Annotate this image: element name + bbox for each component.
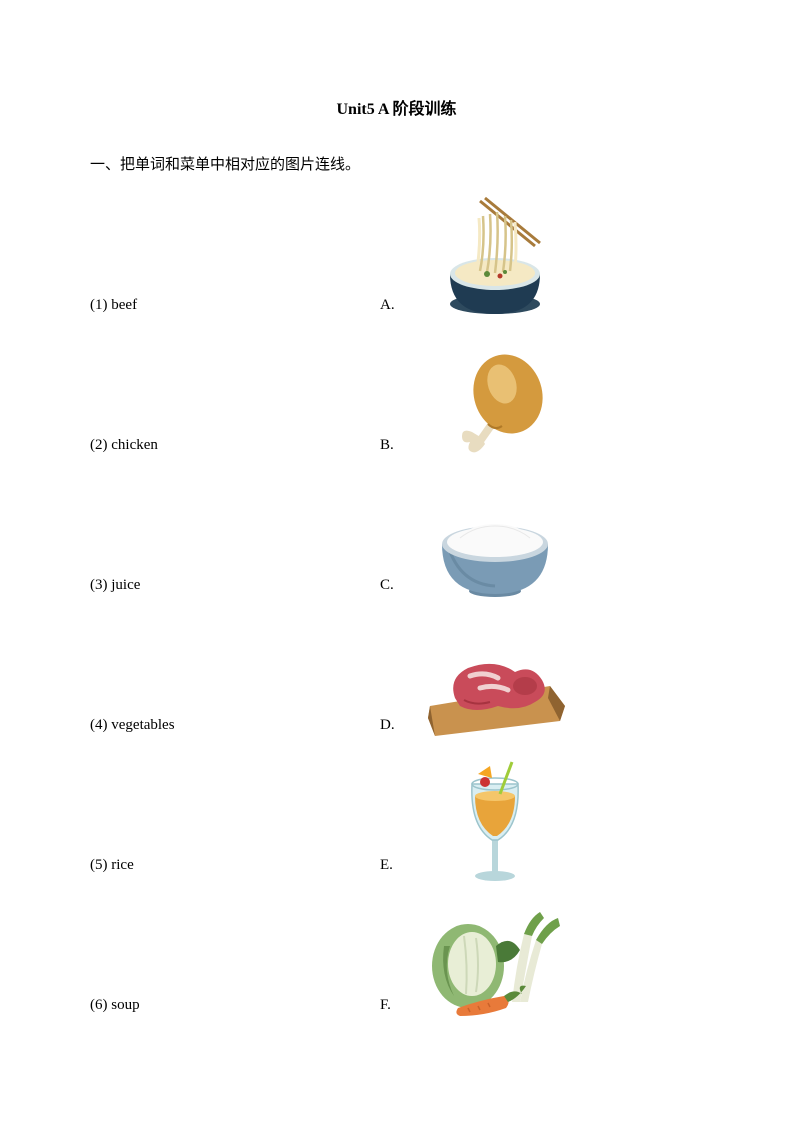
- beef-board-icon: [420, 616, 570, 746]
- option-letter: B.: [380, 437, 394, 454]
- rice-bowl-icon: [420, 476, 570, 606]
- item-word: vegetables: [111, 717, 174, 733]
- section-instruction: 一、把单词和菜单中相对应的图片连线。: [90, 153, 703, 174]
- chicken-leg-icon: [420, 336, 570, 466]
- match-row: (5) rice E.: [90, 752, 703, 892]
- vegetables-icon: [420, 896, 570, 1026]
- item-word: chicken: [111, 437, 158, 453]
- match-row: (1) beef A.: [90, 192, 703, 332]
- item-number: (5): [90, 857, 108, 873]
- item-number: (6): [90, 997, 108, 1013]
- option-letter: D.: [380, 717, 395, 734]
- noodles-icon: [420, 196, 570, 326]
- match-row: (2) chicken B.: [90, 332, 703, 472]
- match-row: (4) vegetables D.: [90, 612, 703, 752]
- item-number: (1): [90, 297, 108, 313]
- word-label: (3) juice: [90, 577, 140, 594]
- item-number: (3): [90, 577, 108, 593]
- option-letter: E.: [380, 857, 393, 874]
- item-word: juice: [111, 577, 140, 593]
- match-row: (6) soup F.: [90, 892, 703, 1032]
- option-letter: C.: [380, 577, 394, 594]
- word-label: (2) chicken: [90, 437, 158, 454]
- word-label: (5) rice: [90, 857, 134, 874]
- word-label: (6) soup: [90, 997, 140, 1014]
- item-word: rice: [111, 857, 133, 873]
- match-row: (3) juice C.: [90, 472, 703, 612]
- option-letter: F.: [380, 997, 391, 1014]
- option-letter: A.: [380, 297, 395, 314]
- item-number: (2): [90, 437, 108, 453]
- item-number: (4): [90, 717, 108, 733]
- item-word: soup: [111, 997, 139, 1013]
- juice-glass-icon: [420, 756, 570, 886]
- item-word: beef: [111, 297, 137, 313]
- word-label: (1) beef: [90, 297, 137, 314]
- word-label: (4) vegetables: [90, 717, 175, 734]
- page-title: Unit5 A 阶段训练: [90, 95, 703, 119]
